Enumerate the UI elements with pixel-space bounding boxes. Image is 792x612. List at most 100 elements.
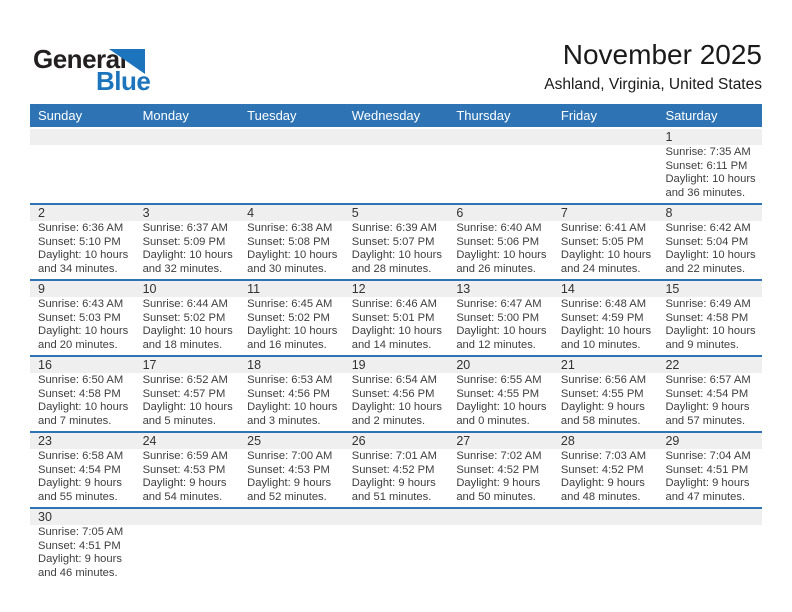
month-title: November 2025 xyxy=(562,39,762,70)
day-number: 23 xyxy=(38,434,52,448)
day-detail-line: Sunset: 5:03 PM xyxy=(38,311,121,324)
day-cell: Sunrise: 6:44 AM Sunset: 5:02 PM Daylight:… xyxy=(135,297,240,355)
day-detail-line: Sunrise: 6:37 AM xyxy=(142,222,228,234)
day-detail-line: Daylight: 9 hours xyxy=(560,401,645,414)
day-detail-line: Daylight: 10 hours xyxy=(456,325,547,338)
day-detail-line: Sunset: 4:57 PM xyxy=(142,387,226,400)
day-detail-line: and 32 minutes. xyxy=(142,262,223,275)
weekday-header-row: Sunday Monday Tuesday Wednesday Thursday Frid… xyxy=(30,104,762,127)
day-detail-line: Daylight: 10 hours xyxy=(142,401,233,414)
day-cell: Sunrise: 7:05 AM Sunset: 4:51 PM Daylight:… xyxy=(30,525,135,583)
day-cell: Sunrise: 6:53 AM Sunset: 4:56 PM Daylight:… xyxy=(239,373,344,431)
day-number: 20 xyxy=(456,358,471,372)
empty-day-cell xyxy=(30,145,135,203)
day-detail-line: and 58 minutes. xyxy=(560,414,641,427)
day-cell: Sunrise: 6:40 AM Sunset: 5:06 PM Daylight:… xyxy=(448,221,553,279)
day-detail-line: Sunrise: 6:49 AM xyxy=(665,298,751,310)
day-detail-line: Sunset: 4:55 PM xyxy=(456,387,540,400)
week-row: 9 10 11 12 13 14 15 Sunrise: 6:43 AM Sunset: 5:0… xyxy=(30,281,762,357)
day-detail-line: Daylight: 9 hours xyxy=(560,477,645,490)
day-detail-line: Daylight: 9 hours xyxy=(456,477,541,490)
empty-day-cell xyxy=(239,145,344,203)
day-detail-line: and 9 minutes. xyxy=(665,338,739,351)
day-cell: Sunrise: 6:46 AM Sunset: 5:01 PM Daylight:… xyxy=(344,297,449,355)
day-cell: Sunrise: 6:49 AM Sunset: 4:58 PM Daylight:… xyxy=(657,297,762,355)
day-number: 16 xyxy=(38,358,52,372)
weekday-header-saturday: Saturday xyxy=(665,108,718,123)
calendar-table: Sunday Monday Tuesday Wednesday Thursday Frid… xyxy=(30,104,762,583)
day-number-band: 23 24 25 26 27 28 29 xyxy=(30,433,762,449)
day-number: 4 xyxy=(247,206,255,220)
day-detail-line: Sunrise: 6:38 AM xyxy=(247,222,333,234)
day-cell: Sunrise: 6:57 AM Sunset: 4:54 PM Daylight:… xyxy=(657,373,762,431)
day-number: 21 xyxy=(560,358,575,372)
day-number: 29 xyxy=(665,434,680,448)
day-detail-line: Sunrise: 7:05 AM xyxy=(38,526,124,538)
day-number: 24 xyxy=(142,434,157,448)
week-row: 30 Sunrise: 7:05 AM Sunset: 4:51 PM Dayligh… xyxy=(30,509,762,583)
day-number: 17 xyxy=(142,358,157,372)
day-detail-line: Sunset: 5:08 PM xyxy=(247,235,330,248)
empty-day-cell xyxy=(344,145,449,203)
day-detail-line: Sunrise: 7:01 AM xyxy=(351,450,437,462)
day-detail-line: Sunrise: 6:44 AM xyxy=(142,298,228,310)
day-detail-line: Sunrise: 6:47 AM xyxy=(456,298,542,310)
day-detail-line: Sunrise: 6:56 AM xyxy=(560,374,647,386)
day-detail-line: Daylight: 10 hours xyxy=(142,249,233,262)
day-cell: Sunrise: 7:00 AM Sunset: 4:53 PM Daylight:… xyxy=(239,449,344,507)
day-detail-line: and 50 minutes. xyxy=(456,490,536,503)
day-detail-line: and 26 minutes. xyxy=(456,262,536,275)
day-details-row: Sunrise: 7:35 AM Sunset: 6:11 PM Daylight:… xyxy=(30,145,762,203)
day-detail-line: and 51 minutes. xyxy=(351,490,432,503)
day-detail-line: Sunset: 4:54 PM xyxy=(665,387,749,400)
empty-day-cell xyxy=(239,525,344,583)
day-detail-line: and 55 minutes. xyxy=(38,490,118,503)
day-detail-line: Daylight: 10 hours xyxy=(142,325,233,338)
day-number: 19 xyxy=(351,358,366,372)
day-detail-line: Sunset: 4:53 PM xyxy=(142,463,226,476)
day-detail-line: Sunrise: 6:53 AM xyxy=(247,374,333,386)
day-number-band: 30 xyxy=(30,509,762,525)
weekday-header-tuesday: Tuesday xyxy=(247,108,297,123)
weekday-header-wednesday: Wednesday xyxy=(351,108,421,123)
day-detail-line: Sunrise: 6:43 AM xyxy=(38,298,124,310)
day-detail-line: Daylight: 10 hours xyxy=(351,249,442,262)
week-row: 16 17 18 19 20 21 22 Sunrise: 6:50 AM Sunset: 4:… xyxy=(30,357,762,433)
day-detail-line: Daylight: 10 hours xyxy=(665,325,756,338)
day-number: 3 xyxy=(142,206,150,220)
day-detail-line: Sunset: 5:02 PM xyxy=(247,311,330,324)
day-detail-line: Daylight: 10 hours xyxy=(247,325,338,338)
day-detail-line: and 30 minutes. xyxy=(247,262,327,275)
day-detail-line: and 22 minutes. xyxy=(665,262,746,275)
day-cell: Sunrise: 6:38 AM Sunset: 5:08 PM Daylight:… xyxy=(239,221,344,279)
day-detail-line: Sunset: 4:51 PM xyxy=(665,463,749,476)
day-number: 11 xyxy=(247,282,261,296)
day-detail-line: and 48 minutes. xyxy=(560,490,641,503)
day-number: 15 xyxy=(665,282,680,296)
weekday-header-thursday: Thursday xyxy=(456,108,511,123)
day-detail-line: Sunrise: 7:35 AM xyxy=(665,146,751,158)
day-detail-line: and 5 minutes. xyxy=(142,414,216,427)
logo-text-blue: Blue xyxy=(96,66,151,96)
day-detail-line: and 14 minutes. xyxy=(351,338,432,351)
title-block: November 2025 Ashland, Virginia, United … xyxy=(544,38,762,96)
day-details-row: Sunrise: 6:58 AM Sunset: 4:54 PM Daylight:… xyxy=(30,449,762,507)
day-detail-line: Sunset: 5:01 PM xyxy=(351,311,435,324)
day-detail-line: Daylight: 10 hours xyxy=(560,325,652,338)
day-detail-line: Sunrise: 6:52 AM xyxy=(142,374,228,386)
day-detail-line: and 12 minutes. xyxy=(456,338,536,351)
day-number: 5 xyxy=(351,206,359,220)
empty-day-cell xyxy=(553,145,658,203)
day-detail-line: Sunset: 4:55 PM xyxy=(560,387,644,400)
day-detail-line: Sunrise: 6:58 AM xyxy=(38,450,124,462)
day-number: 18 xyxy=(247,358,262,372)
day-detail-line: and 57 minutes. xyxy=(665,414,746,427)
day-detail-line: Sunrise: 6:57 AM xyxy=(665,374,751,386)
day-number: 2 xyxy=(38,206,45,220)
day-number-band: 9 10 11 12 13 14 15 xyxy=(30,281,762,297)
day-number: 30 xyxy=(38,510,52,524)
day-cell: Sunrise: 6:52 AM Sunset: 4:57 PM Daylight:… xyxy=(135,373,240,431)
day-number: 8 xyxy=(665,206,673,220)
day-detail-line: Sunrise: 6:39 AM xyxy=(351,222,437,234)
